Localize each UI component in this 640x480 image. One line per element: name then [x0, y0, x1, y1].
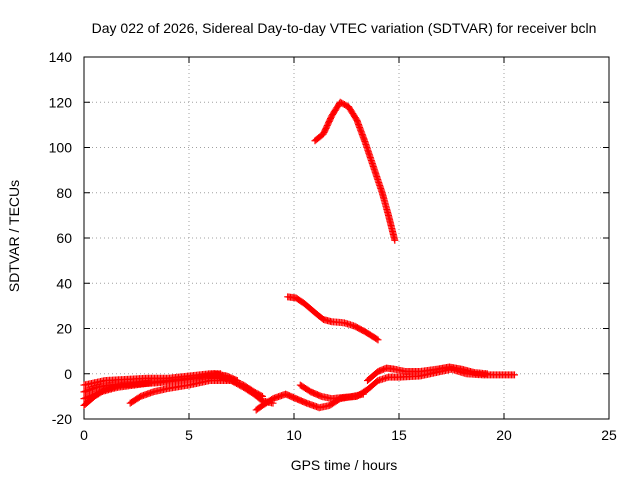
x-axis-label: GPS time / hours — [291, 457, 398, 473]
data-point — [511, 371, 518, 379]
axis-ticks: 0 5 10 15 20 25 -20 0 20 40 60 80 100 120 140 — [49, 49, 617, 443]
data-point — [373, 335, 381, 343]
data-point — [217, 370, 224, 378]
series-track-8 — [364, 363, 491, 385]
x-tick-label: 15 — [391, 427, 407, 443]
x-tick-label: 20 — [496, 427, 512, 443]
series-track-10 — [311, 98, 399, 244]
series-track-4 — [80, 379, 155, 403]
x-tick-label: 0 — [80, 427, 88, 443]
data-point — [483, 370, 491, 378]
data-point — [374, 336, 382, 344]
chart-title: Day 022 of 2026, Sidereal Day-to-day VTE… — [92, 20, 597, 36]
y-tick-label: 120 — [49, 94, 73, 110]
y-tick-label: 80 — [56, 185, 72, 201]
data-point — [391, 236, 399, 244]
y-tick-label: -20 — [52, 411, 72, 427]
x-tick-label: 10 — [286, 427, 302, 443]
series-track-5 — [126, 377, 266, 407]
data-point — [147, 379, 155, 387]
series-track-3 — [80, 370, 224, 389]
y-tick-label: 20 — [56, 321, 72, 337]
y-tick-label: 60 — [56, 230, 72, 246]
y-tick-label: 100 — [49, 140, 73, 156]
x-tick-label: 5 — [185, 427, 193, 443]
grid-lines — [84, 57, 609, 419]
y-tick-label: 0 — [64, 366, 72, 382]
y-tick-label: 140 — [49, 49, 73, 65]
data-point — [259, 392, 266, 400]
plot-frame — [83, 56, 610, 420]
y-tick-label: 40 — [56, 275, 72, 291]
data-series — [80, 98, 518, 414]
y-axis-label: SDTVAR / TECUs — [6, 180, 22, 292]
series-track-9 — [284, 293, 382, 344]
x-tick-label: 25 — [601, 427, 617, 443]
data-point — [257, 392, 265, 400]
